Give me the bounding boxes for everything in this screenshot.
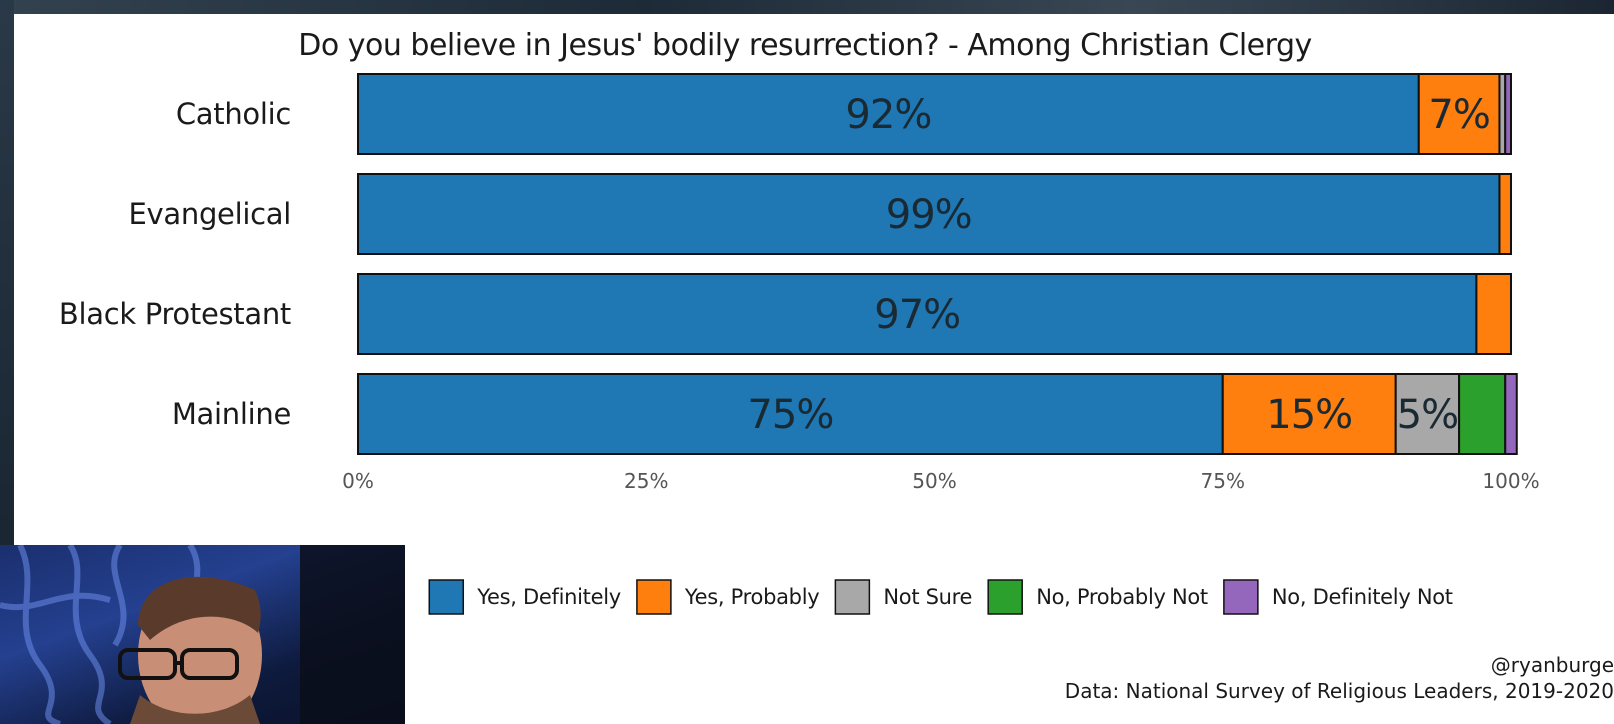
data-label-mainline-yes-definitely: 75% (747, 392, 833, 438)
bar-segment-evangelical-yes-probably (1498, 173, 1512, 255)
legend-label-not-sure: Not Sure (883, 585, 972, 609)
bar-segment-black-protestant-yes-probably (1475, 273, 1513, 355)
category-label-mainline: Mainline (172, 397, 291, 431)
presenter-photo (0, 545, 405, 724)
chart-panel: Do you believe in Jesus' bodily resurrec… (14, 14, 1614, 724)
stacked-bar-chart: Do you believe in Jesus' bodily resurrec… (59, 28, 1614, 703)
category-label-catholic: Catholic (176, 97, 291, 131)
category-label-black-protestant: Black Protestant (59, 297, 291, 331)
background-top-strip (0, 0, 1614, 14)
bar-segment-mainline-yes-probably (1221, 373, 1397, 455)
x-tick-label-1: 25% (624, 469, 668, 493)
credit-handle: @ryanburge (1491, 653, 1614, 677)
legend-label-yes-definitely: Yes, Definitely (476, 585, 621, 609)
category-label-evangelical: Evangelical (129, 197, 291, 231)
legend-swatch-no-probably-not (987, 579, 1023, 615)
bar-segment-catholic-yes-definitely (357, 73, 1420, 155)
x-axis-ticks: 0% 25% 50% 75% 100% (342, 469, 1539, 493)
legend-swatch-yes-probably (636, 579, 672, 615)
x-tick-label-2: 50% (912, 469, 956, 493)
bar-segment-evangelical-yes-definitely (357, 173, 1501, 255)
bars-group: Catholic 92% 7% Evangelical 99% Black Protest… (59, 73, 1518, 455)
bar-segment-black-protestant-yes-definitely (357, 273, 1478, 355)
legend-swatch-no-definitely-not (1223, 579, 1259, 615)
data-label-evangelical-yes-definitely: 99% (886, 192, 972, 238)
data-label-catholic-yes-definitely: 92% (845, 92, 931, 138)
legend-label-no-probably-not: No, Probably Not (1036, 585, 1208, 609)
bar-segment-mainline-yes-definitely (357, 373, 1224, 455)
bar-segment-mainline-no-probably-not (1458, 373, 1507, 455)
data-label-black-protestant-yes-definitely: 97% (874, 292, 960, 338)
data-label-catholic-yes-probably: 7% (1428, 92, 1489, 138)
chart-title: Do you believe in Jesus' bodily resurrec… (298, 28, 1312, 63)
bar-segment-catholic-no-definitely-not (1504, 73, 1512, 155)
bar-segment-mainline-no-definitely-not (1504, 373, 1518, 455)
data-label-mainline-yes-probably: 15% (1266, 392, 1352, 438)
bar-segment-mainline-not-sure (1394, 373, 1461, 455)
legend-swatch-yes-definitely (428, 579, 465, 615)
bar-segment-catholic-yes-probably (1417, 73, 1501, 155)
legend-label-yes-probably: Yes, Probably (684, 585, 819, 609)
legend: Yes, Definitely Yes, Probably Not Sure No, … (428, 579, 1453, 615)
x-tick-label-4: 100% (1482, 469, 1539, 493)
x-tick-label-0: 0% (342, 469, 374, 493)
x-tick-label-3: 75% (1201, 469, 1245, 493)
credit-source: Data: National Survey of Religious Leade… (1065, 679, 1614, 703)
legend-swatch-not-sure (834, 579, 871, 615)
background-left-strip (0, 0, 14, 724)
legend-label-no-definitely-not: No, Definitely Not (1272, 585, 1453, 609)
data-label-mainline-not-sure: 5% (1397, 392, 1458, 438)
